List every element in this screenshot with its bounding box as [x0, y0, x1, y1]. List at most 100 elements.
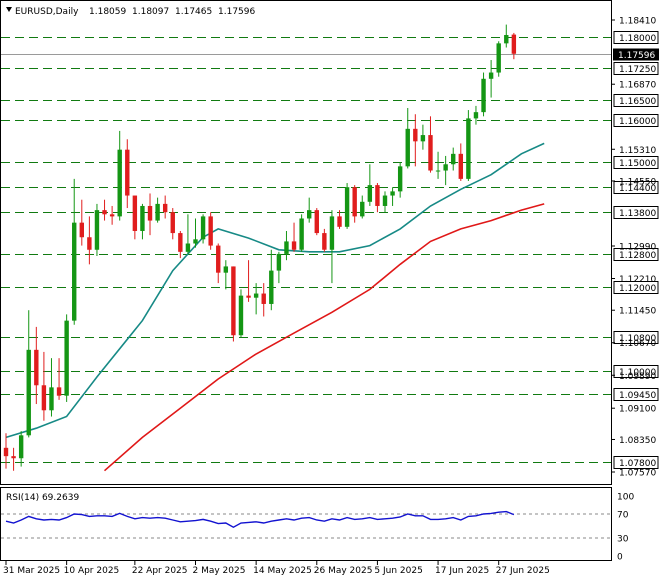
candle-body — [223, 266, 229, 273]
candle-body — [269, 270, 274, 304]
candle — [435, 151, 441, 179]
candle — [458, 143, 463, 181]
candle-body — [11, 456, 16, 459]
candle-body — [504, 35, 509, 44]
candle-body — [238, 295, 244, 336]
rsi-panel — [0, 487, 612, 561]
candle — [413, 114, 418, 167]
candle — [390, 187, 395, 206]
price-axis: 1.18000 1.17250 1.16500 1.16000 1.15000 1.144… — [611, 17, 659, 479]
candle — [155, 197, 160, 223]
candle — [102, 199, 107, 221]
candle — [284, 230, 289, 261]
collapse-triangle-icon[interactable] — [6, 7, 12, 12]
candles — [3, 24, 517, 471]
candle — [337, 210, 342, 229]
candle — [428, 116, 433, 173]
time-tick-label: 31 Mar 2025 — [3, 566, 60, 576]
rsi-tick-label: 70 — [617, 511, 629, 521]
ohlc-low: 1.17465 — [175, 7, 212, 17]
level-label-box — [613, 456, 659, 469]
candle-body — [102, 210, 107, 215]
level-label: 1.07800 — [619, 459, 656, 469]
candle — [307, 197, 312, 223]
candle-body — [253, 293, 259, 298]
candle-body — [193, 239, 198, 244]
candle-body — [56, 387, 62, 396]
price-tick-label: 1.12210 — [619, 275, 656, 285]
price-tick-label: 1.09890 — [619, 372, 656, 382]
candle-body — [26, 349, 31, 436]
candle-body — [428, 135, 433, 171]
candle-body — [420, 135, 426, 142]
level-label-box — [613, 248, 659, 261]
candle-body — [375, 185, 380, 206]
level-label-box — [613, 62, 659, 75]
price-tick-label: 1.12990 — [619, 243, 656, 253]
candle — [488, 60, 494, 98]
candle — [504, 24, 509, 48]
candle — [352, 185, 357, 223]
candle — [382, 191, 388, 213]
candle-body — [496, 43, 501, 73]
price-tick-label: 1.09100 — [619, 405, 656, 415]
rsi-line — [5, 510, 515, 528]
level-label: 1.12800 — [619, 251, 656, 261]
level-label-box — [613, 114, 659, 127]
candle-body — [284, 241, 289, 254]
candle — [109, 205, 115, 225]
candle-body — [511, 34, 517, 54]
candle-body — [451, 153, 456, 165]
rsi-tick-label: 30 — [617, 535, 629, 545]
candle-body — [216, 245, 221, 273]
candle-body — [155, 203, 160, 221]
candle-body — [72, 222, 77, 321]
price-tick-label: 1.15310 — [619, 146, 656, 156]
candle-body — [18, 435, 24, 459]
candle — [420, 124, 426, 150]
candle-body — [231, 266, 236, 336]
candle-body — [435, 170, 441, 172]
candle — [466, 110, 471, 181]
candle — [443, 155, 448, 186]
candle — [246, 260, 251, 302]
time-tick-label: 27 Jun 2025 — [496, 566, 550, 576]
candle-body — [473, 112, 479, 119]
ohlc-close: 1.17596 — [218, 7, 255, 17]
level-label-box — [613, 94, 659, 107]
level-label: 1.16500 — [619, 97, 656, 107]
candle-body — [488, 72, 494, 79]
level-label: 1.13800 — [619, 209, 656, 219]
level-label: 1.12000 — [619, 284, 656, 294]
candle — [147, 193, 153, 236]
candle — [18, 431, 24, 467]
candle-body — [3, 447, 9, 457]
candle-body — [322, 233, 327, 250]
candle-body — [458, 153, 463, 179]
time-tick-label: 14 May 2025 — [253, 566, 312, 576]
level-label: 1.17250 — [619, 65, 656, 75]
candle — [185, 214, 191, 254]
candle-body — [443, 164, 448, 171]
level-label-box — [613, 365, 659, 378]
time-tick-label: 26 May 2025 — [314, 566, 373, 576]
price-tick-label: 1.16870 — [619, 81, 656, 91]
candle — [170, 208, 175, 240]
moving-averages — [5, 142, 545, 472]
ohlc-high: 1.18097 — [132, 7, 169, 17]
candle — [344, 183, 350, 229]
level-label: 1.16000 — [619, 117, 656, 127]
candle — [49, 358, 54, 417]
candle — [451, 147, 456, 171]
candle — [11, 447, 16, 471]
candle-body — [41, 385, 47, 411]
price-tick-label: 1.10670 — [619, 339, 656, 349]
chart-title: EURUSD,Daily — [15, 7, 79, 17]
candle — [299, 214, 304, 252]
level-label-box — [613, 388, 659, 401]
candle — [34, 326, 39, 405]
candle-body — [94, 210, 100, 250]
candle — [269, 249, 274, 311]
candle — [216, 243, 221, 284]
